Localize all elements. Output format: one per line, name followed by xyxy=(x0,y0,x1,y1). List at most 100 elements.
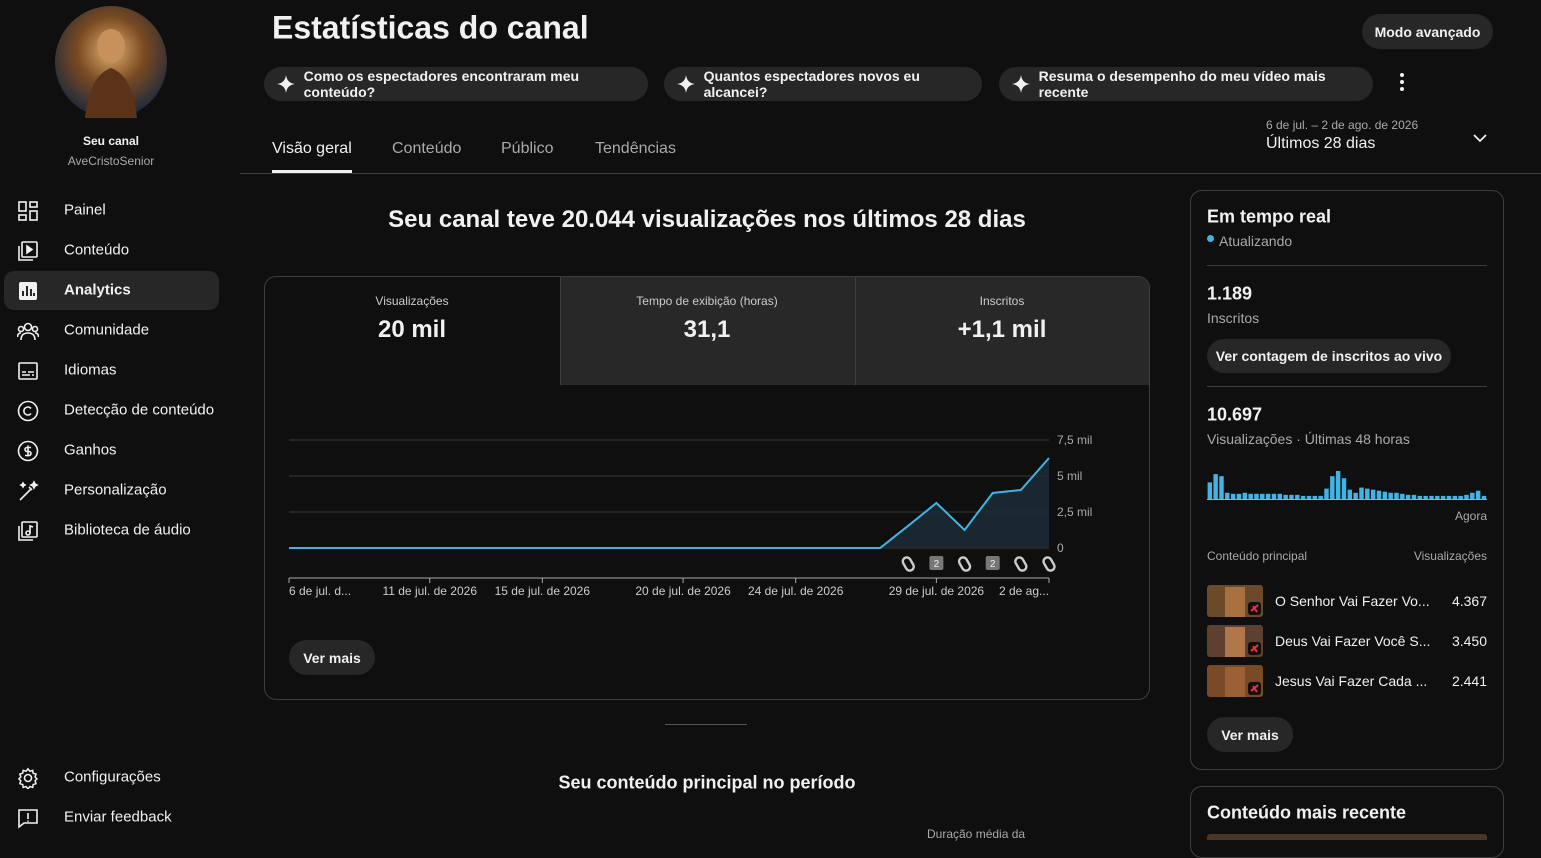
marker-label: 2 xyxy=(990,559,996,570)
table-header: Conteúdo principal xyxy=(1207,549,1308,563)
bar xyxy=(1271,493,1277,499)
views-count: 10.697 xyxy=(1207,404,1263,425)
bar xyxy=(1464,494,1469,499)
shorts-icon xyxy=(901,556,915,572)
bar xyxy=(1248,493,1253,499)
more-button[interactable]: Ver mais xyxy=(289,640,375,675)
bar xyxy=(1452,495,1458,499)
bar xyxy=(1265,493,1271,499)
subscriber-label: Inscritos xyxy=(1207,310,1260,326)
channel-name: AveCristoSenior xyxy=(67,154,155,168)
thumbnail[interactable] xyxy=(1207,665,1263,697)
metric-value: 20 mil xyxy=(377,316,447,343)
page: Estatísticas do canal { "sidebar": { "ch… xyxy=(4,6,1541,858)
nav-icon xyxy=(18,809,38,829)
bar xyxy=(1300,495,1306,499)
thumbnail[interactable] xyxy=(1207,585,1263,617)
content-views: 2.441 xyxy=(1451,673,1487,689)
nav-icon xyxy=(18,521,38,541)
nav-item[interactable]: Ganhos xyxy=(64,441,117,459)
channel-avatar[interactable] xyxy=(55,6,167,118)
nav-item[interactable]: Idiomas xyxy=(64,361,117,379)
content-views: 3.450 xyxy=(1451,633,1487,649)
bar xyxy=(1470,492,1475,499)
nav-item[interactable]: Detecção de conteúdo xyxy=(64,401,215,419)
metric-label[interactable]: Inscritos xyxy=(979,294,1025,308)
tab[interactable]: Tendências xyxy=(595,140,676,157)
more-button[interactable]: Ver mais xyxy=(1207,717,1293,752)
sparkle-icon xyxy=(1012,75,1030,93)
bar xyxy=(1213,474,1218,499)
bar xyxy=(1335,471,1341,499)
suggestion-chip[interactable]: Quantos espectadores novos eu alcancei? xyxy=(664,67,982,101)
bar xyxy=(1330,476,1335,499)
bar xyxy=(1411,494,1417,499)
bar xyxy=(1365,488,1370,499)
content-title[interactable]: Deus Vai Fazer Você S... xyxy=(1275,633,1431,649)
nav-icon xyxy=(19,480,39,501)
tab[interactable]: Conteúdo xyxy=(392,140,462,157)
nav-item[interactable]: Comunidade xyxy=(64,321,150,339)
channel-label: Seu canal xyxy=(82,134,140,148)
bar xyxy=(1429,495,1434,499)
section-title: Seu conteúdo principal no período xyxy=(558,772,856,793)
nav-item[interactable]: Analytics xyxy=(64,281,131,299)
page-title: Estatísticas do canal xyxy=(272,9,589,46)
nav-item[interactable]: Painel xyxy=(64,201,106,219)
marker-box xyxy=(929,556,944,570)
status: Atualizando xyxy=(1219,233,1293,249)
latest-thumbnail[interactable] xyxy=(1207,834,1487,840)
views-label: Visualizações · Últimas 48 horas xyxy=(1207,431,1410,447)
dropdown-chevron[interactable] xyxy=(1472,132,1488,144)
tab[interactable]: Público xyxy=(501,140,554,157)
nav-item[interactable]: Conteúdo xyxy=(64,241,130,259)
nav-item[interactable]: Configurações xyxy=(64,768,161,786)
bar xyxy=(1475,490,1481,499)
x-tick-label: 24 de jul. de 2026 xyxy=(748,584,844,598)
bar xyxy=(1277,493,1283,499)
nav-item[interactable]: Enviar feedback xyxy=(64,808,172,826)
marker-label: 2 xyxy=(934,559,940,570)
advanced-mode-button[interactable]: Modo avançado xyxy=(1362,14,1493,49)
shorts-icon xyxy=(957,556,972,572)
suggestion-text: Resuma o desempenho do meu vídeo mais re… xyxy=(1038,68,1326,100)
column-header: Duração média da xyxy=(927,827,1026,841)
content-title[interactable]: Jesus Vai Fazer Cada ... xyxy=(1275,673,1428,689)
header-divider xyxy=(240,173,1541,174)
metric-label[interactable]: Tempo de exibição (horas) xyxy=(636,294,778,308)
content-title[interactable]: O Senhor Vai Fazer Vo... xyxy=(1275,593,1430,609)
more-menu[interactable] xyxy=(1396,72,1408,92)
tab-underline xyxy=(272,170,352,173)
suggestion-chip[interactable]: Resuma o desempenho do meu vídeo mais re… xyxy=(999,67,1373,101)
live-count-button[interactable]: Ver contagem de inscritos ao vivo xyxy=(1207,339,1451,373)
y-tick-label: 7,5 mil xyxy=(1057,433,1092,447)
bar xyxy=(1359,487,1364,499)
bar xyxy=(1219,476,1224,499)
thumbnail[interactable] xyxy=(1207,625,1263,657)
bar xyxy=(1242,492,1248,499)
tab[interactable]: Visão geral xyxy=(272,140,352,157)
subscriber-count: 1.189 xyxy=(1207,283,1253,304)
bar xyxy=(1417,495,1423,499)
nav-item[interactable]: Personalização xyxy=(64,481,167,499)
bar xyxy=(1388,492,1393,499)
bar xyxy=(1312,495,1318,499)
metrics-card xyxy=(264,276,1150,700)
realtime-bars xyxy=(1207,471,1487,500)
bar xyxy=(1458,495,1463,499)
suggestion-chip[interactable]: Como os espectadores encontraram meu con… xyxy=(264,67,648,101)
suggestion-text: Quantos espectadores novos eu alcancei? xyxy=(703,68,920,100)
summary: Seu canal teve 20.044 visualizações nos … xyxy=(388,206,1026,233)
nav-item[interactable]: Biblioteca de áudio xyxy=(64,521,191,539)
bar xyxy=(1394,492,1399,499)
bar xyxy=(1376,490,1382,499)
metric-label[interactable]: Visualizações xyxy=(375,294,449,308)
bar xyxy=(1435,495,1440,499)
divider xyxy=(1207,265,1487,266)
bar xyxy=(1225,492,1230,499)
period[interactable]: Últimos 28 dias xyxy=(1266,135,1376,152)
bar xyxy=(1370,489,1376,499)
x-tick-label: 6 de jul. d... xyxy=(289,584,351,598)
bars-end-label: Agora xyxy=(1454,509,1487,523)
x-tick-label: 2 de ag... xyxy=(999,584,1049,598)
